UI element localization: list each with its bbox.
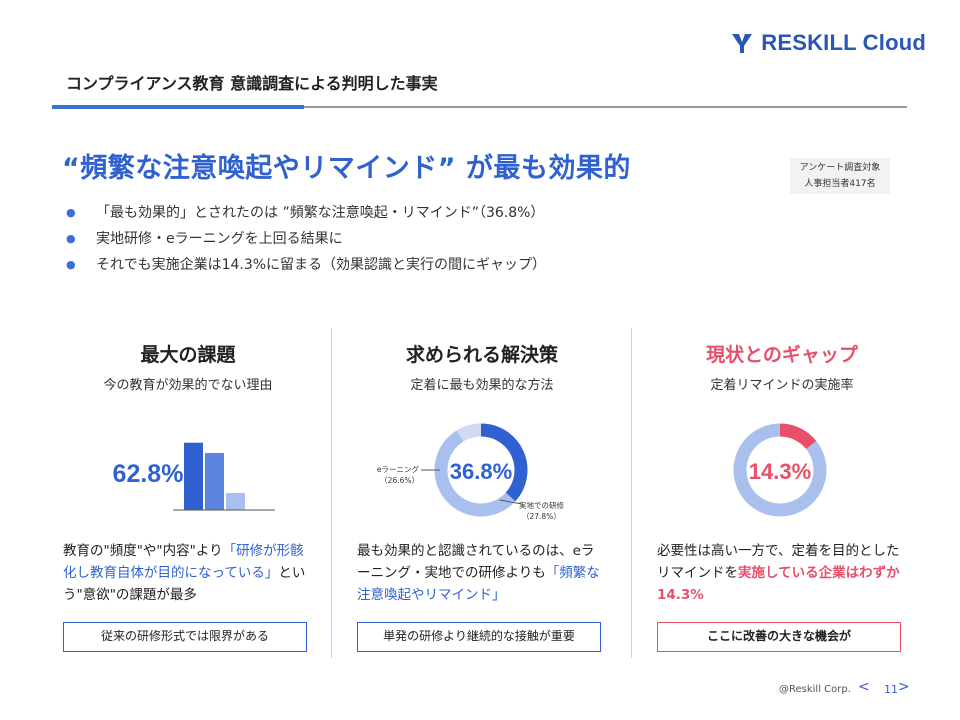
- reskill-logo-mark-icon: [732, 34, 753, 53]
- donut-slice-implemented: [779, 423, 817, 450]
- donut-center-stat: 36.8%: [450, 459, 512, 484]
- column-title: 求められる解決策: [405, 344, 558, 366]
- survey-target-count: 人事担当者417名: [804, 179, 876, 189]
- column-title: 現状とのギャップ: [706, 344, 858, 366]
- callout-label-onsite: 実地での研修: [519, 500, 564, 510]
- donut-slice-elearning: [434, 430, 464, 499]
- list-item: ● それでも実施企業は14.3%に留まる（効果認識と実行の間にギャップ）: [66, 255, 546, 281]
- list-item: ● 実地研修・eラーニングを上回る結果に: [66, 229, 546, 255]
- page-number: 11: [884, 683, 898, 696]
- survey-target-label: アンケート調査対象: [799, 163, 881, 173]
- column-gap: 現状とのギャップ 定着リマインドの実施率 14.3% 必要性は高い一方で、定着を…: [657, 340, 907, 652]
- callout-pct-elearning: （26.6%）: [380, 476, 419, 485]
- bullet-dot-icon: ●: [66, 232, 76, 245]
- column-body: 最も効果的と認識されているのは、eラーニング・実地での研修よりも「頻繁な注意喚起…: [357, 543, 600, 603]
- bar: [205, 453, 224, 510]
- bullet-dot-icon: ●: [66, 258, 76, 271]
- prev-page-button[interactable]: <: [858, 679, 870, 695]
- key-findings-list: ● 「最も効果的」とされたのは ”頻繁な注意喚起・リマインド”（36.8%） ● 実…: [66, 203, 546, 281]
- conclusion-box: 単発の研修より継続的な接触が重要: [357, 622, 601, 652]
- bullet-dot-icon: ●: [66, 206, 76, 219]
- survey-target-box: アンケート調査対象 人事担当者417名: [790, 158, 890, 194]
- donut-slice-onsite: [444, 490, 516, 517]
- next-page-button[interactable]: >: [898, 679, 910, 695]
- column-solution: 求められる解決策 定着に最も効果的な方法 36.8% eラーニング （26.6%…: [357, 340, 607, 652]
- bar: [226, 493, 245, 510]
- gap-donut-chart: 14.3%: [733, 423, 827, 517]
- reskill-logo: RESKILL Cloud: [729, 30, 926, 56]
- column-subtitle: 定着リマインドの実施率: [710, 378, 854, 393]
- logo-text: RESKILL Cloud: [761, 30, 926, 55]
- callout-label-elearning: eラーニング: [377, 464, 420, 474]
- conclusion-box: 従来の研修形式では限界がある: [63, 622, 307, 652]
- column-subtitle: 定着に最も効果的な方法: [410, 378, 554, 393]
- issue-bar-chart: 62.8%: [113, 442, 275, 511]
- copyright: @Reskill Corp.: [779, 684, 851, 695]
- title-divider: [52, 106, 907, 108]
- callout-pct-onsite: （27.8%）: [522, 512, 561, 521]
- column-divider: [631, 328, 632, 658]
- donut-slice-reminder: [480, 423, 528, 502]
- donut-slice-not-implemented: [733, 423, 827, 517]
- column-subtitle: 今の教育が効果的でない理由: [103, 378, 273, 393]
- solution-donut-chart: 36.8% eラーニング （26.6%） 実地での研修 （27.8%）: [377, 423, 564, 521]
- page-title: コンプライアンス教育 意識調査による判明した事実: [66, 74, 438, 93]
- column-body: 教育の"頻度"や"内容"より「研修が形骸化し教育自体が目的になっている」という"…: [63, 543, 306, 603]
- donut-center-stat: 14.3%: [749, 459, 811, 484]
- column-biggest-issue: 最大の課題 今の教育が効果的でない理由 62.8% 教育の"頻度"や"内容"より…: [63, 340, 313, 652]
- headline: “頻繁な注意喚起やリマインド” が最も効果的: [62, 153, 631, 184]
- list-item: ● 「最も効果的」とされたのは ”頻繁な注意喚起・リマインド”（36.8%）: [66, 203, 546, 229]
- bar-group: [184, 442, 245, 510]
- title-divider-accent: [52, 105, 304, 109]
- callout-line-onsite: [499, 499, 523, 505]
- column-divider: [331, 328, 332, 658]
- bar-stat-label: 62.8%: [113, 460, 184, 488]
- bar: [184, 442, 203, 510]
- column-body: 必要性は高い一方で、定着を目的としたリマインドを実施している企業はわずか14.3…: [657, 543, 900, 603]
- conclusion-box: ここに改善の大きな機会が: [657, 622, 901, 652]
- column-title: 最大の課題: [140, 344, 236, 366]
- donut-slice-other: [456, 423, 482, 442]
